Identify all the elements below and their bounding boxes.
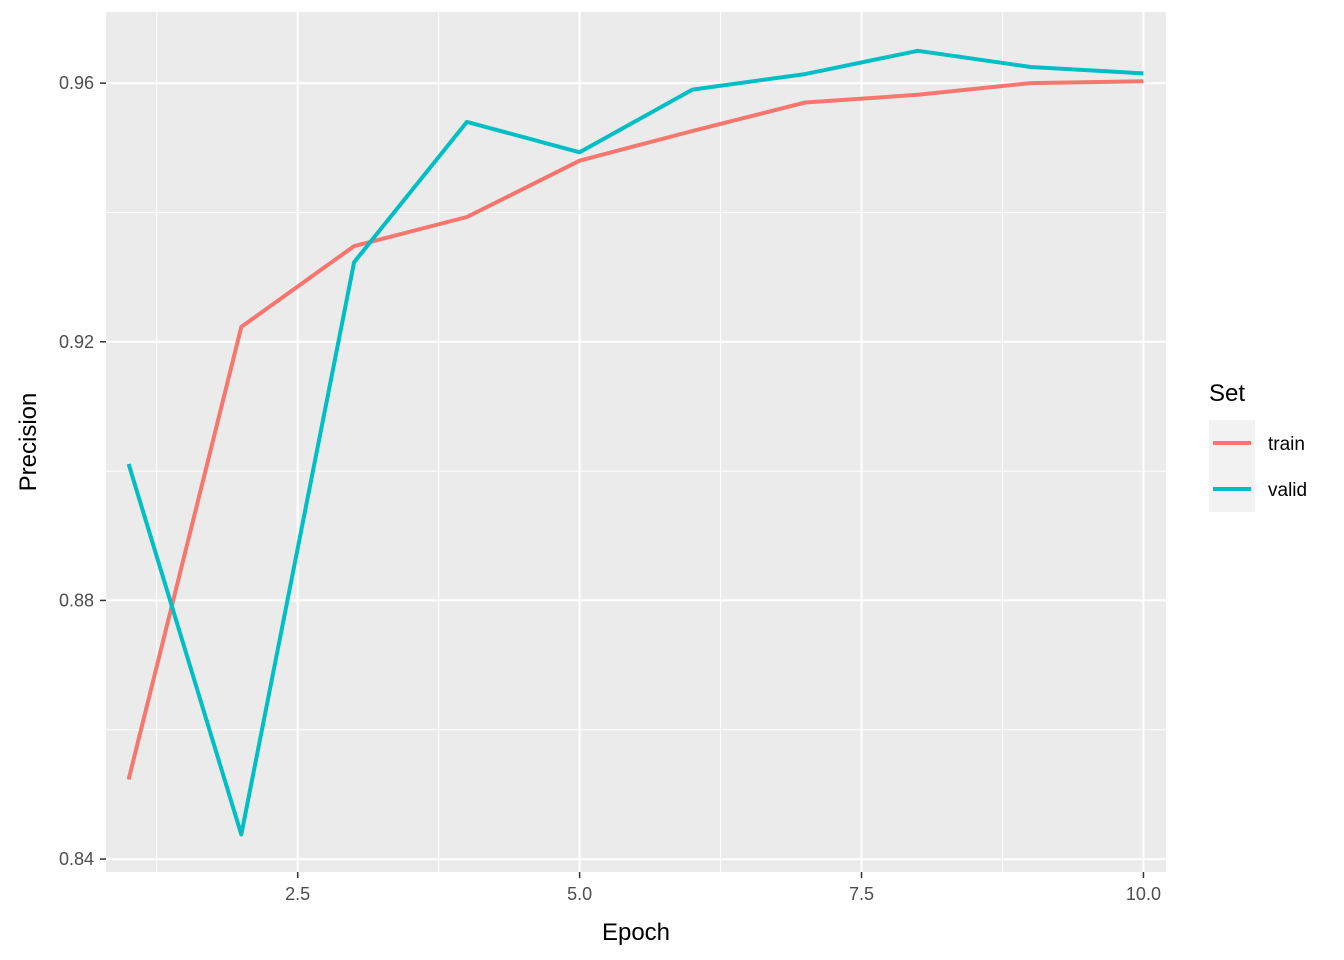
legend: Set train valid bbox=[1209, 380, 1307, 512]
x-tick-label: 10.0 bbox=[1126, 884, 1161, 904]
x-tick-label: 2.5 bbox=[285, 884, 310, 904]
x-tick-label: 7.5 bbox=[849, 884, 874, 904]
series-line-train bbox=[126, 79, 1144, 780]
series-lines bbox=[126, 48, 1144, 837]
plot-panel bbox=[106, 12, 1166, 872]
y-axis: 0.84 0.88 0.92 0.96 bbox=[59, 73, 106, 869]
grid-major bbox=[106, 12, 1166, 872]
legend-title: Set bbox=[1209, 380, 1245, 407]
x-tick-label: 5.0 bbox=[567, 884, 592, 904]
x-axis-title: Epoch bbox=[602, 919, 670, 946]
legend-label-valid: valid bbox=[1268, 480, 1307, 501]
legend-items: train valid bbox=[1209, 420, 1307, 512]
legend-label-train: train bbox=[1268, 434, 1305, 455]
y-tick-label: 0.88 bbox=[59, 590, 94, 610]
series-line-valid bbox=[126, 48, 1144, 837]
y-tick-label: 0.84 bbox=[59, 849, 94, 869]
x-axis: 2.5 5.0 7.5 10.0 bbox=[285, 872, 1161, 904]
y-tick-label: 0.92 bbox=[59, 332, 94, 352]
y-axis-title: Precision bbox=[15, 393, 42, 492]
y-tick-label: 0.96 bbox=[59, 73, 94, 93]
